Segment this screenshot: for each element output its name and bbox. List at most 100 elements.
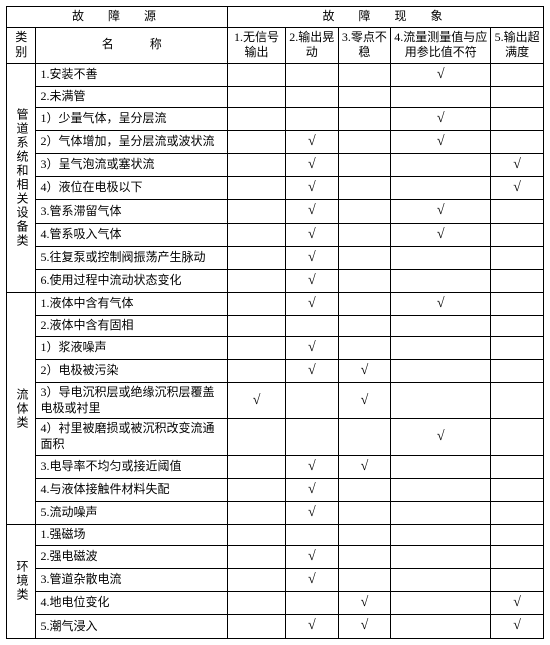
check-cell-4 xyxy=(391,269,491,292)
check-cell-3 xyxy=(338,293,391,316)
check-cell-3 xyxy=(338,316,391,337)
row-name: 2）气体增加，呈分层流或波状流 xyxy=(36,130,228,153)
row-name: 4）液位在电极以下 xyxy=(36,177,228,200)
check-cell-2: √ xyxy=(285,336,338,359)
table-row: 3.电导率不均匀或接近阈值 √√ xyxy=(7,455,544,478)
table-row: 3.管道杂散电流√ xyxy=(7,568,544,591)
check-cell-4: √ xyxy=(391,107,491,130)
check-cell-4 xyxy=(391,153,491,176)
check-cell-2: √ xyxy=(285,501,338,524)
check-cell-1 xyxy=(228,293,286,316)
check-cell-5 xyxy=(491,293,544,316)
check-cell-1 xyxy=(228,107,286,130)
check-cell-3 xyxy=(338,269,391,292)
table-row: 3）呈气泡流或塞状流 √ √ xyxy=(7,153,544,176)
check-cell-5 xyxy=(491,86,544,107)
table-row: 3）导电沉积层或绝缘沉积层覆盖电极或衬里√√ xyxy=(7,383,544,419)
check-cell-4 xyxy=(391,455,491,478)
table-row: 3.管系滞留气体√√ xyxy=(7,200,544,223)
check-cell-1 xyxy=(228,316,286,337)
check-cell-5 xyxy=(491,63,544,86)
check-cell-1 xyxy=(228,130,286,153)
check-cell-1 xyxy=(228,501,286,524)
category-cell: 流体类 xyxy=(7,293,36,525)
check-cell-1 xyxy=(228,246,286,269)
check-cell-3: √ xyxy=(338,615,391,638)
check-cell-5 xyxy=(491,568,544,591)
check-cell-3 xyxy=(338,130,391,153)
check-cell-4 xyxy=(391,501,491,524)
check-cell-5 xyxy=(491,336,544,359)
header-col-5: 5.输出超满度 xyxy=(491,27,544,63)
table-row: 5.流动噪声√ xyxy=(7,501,544,524)
check-cell-4 xyxy=(391,246,491,269)
check-cell-5 xyxy=(491,269,544,292)
row-name: 4.地电位变化 xyxy=(36,592,228,615)
check-cell-1 xyxy=(228,63,286,86)
check-cell-4: √ xyxy=(391,293,491,316)
check-cell-5 xyxy=(491,419,544,455)
row-name: 3.电导率不均匀或接近阈值 xyxy=(36,455,228,478)
check-cell-3 xyxy=(338,200,391,223)
check-cell-1 xyxy=(228,200,286,223)
table-row: 2.强电磁波√ xyxy=(7,545,544,568)
table-row: 2）气体增加，呈分层流或波状流√√ xyxy=(7,130,544,153)
check-cell-3 xyxy=(338,501,391,524)
table-row: 2.液体中含有固相 xyxy=(7,316,544,337)
check-cell-4 xyxy=(391,86,491,107)
check-cell-5: √ xyxy=(491,153,544,176)
check-cell-3 xyxy=(338,223,391,246)
check-cell-4: √ xyxy=(391,200,491,223)
header-col-1: 1.无信号输出 xyxy=(228,27,286,63)
header-fault-phenomena: 故 障 现 象 xyxy=(228,7,544,28)
check-cell-4 xyxy=(391,568,491,591)
row-name: 4.与液体接触件材料失配 xyxy=(36,478,228,501)
check-cell-5 xyxy=(491,525,544,546)
check-cell-1 xyxy=(228,478,286,501)
check-cell-2: √ xyxy=(285,293,338,316)
check-cell-3: √ xyxy=(338,592,391,615)
check-cell-4 xyxy=(391,592,491,615)
check-cell-3: √ xyxy=(338,383,391,419)
check-cell-1 xyxy=(228,223,286,246)
table-row: 1）少量气体，呈分层流√ xyxy=(7,107,544,130)
check-cell-5 xyxy=(491,316,544,337)
fault-table: 故 障 源 故 障 现 象 类别 名 称 1.无信号输出 2.输出晃动 3.零点… xyxy=(6,6,544,639)
check-cell-4 xyxy=(391,177,491,200)
check-cell-1 xyxy=(228,568,286,591)
table-row: 4.与液体接触件材料失配√ xyxy=(7,478,544,501)
check-cell-1 xyxy=(228,419,286,455)
table-row: 6.使用过程中流动状态变化√ xyxy=(7,269,544,292)
check-cell-4 xyxy=(391,383,491,419)
check-cell-3: √ xyxy=(338,455,391,478)
check-cell-3 xyxy=(338,246,391,269)
row-name: 2.未满管 xyxy=(36,86,228,107)
check-cell-1 xyxy=(228,177,286,200)
check-cell-2 xyxy=(285,525,338,546)
check-cell-2: √ xyxy=(285,545,338,568)
check-cell-4 xyxy=(391,336,491,359)
check-cell-2: √ xyxy=(285,455,338,478)
check-cell-2: √ xyxy=(285,153,338,176)
check-cell-4 xyxy=(391,360,491,383)
check-cell-1 xyxy=(228,545,286,568)
check-cell-5 xyxy=(491,223,544,246)
check-cell-5: √ xyxy=(491,615,544,638)
check-cell-1: √ xyxy=(228,383,286,419)
check-cell-2: √ xyxy=(285,177,338,200)
check-cell-4 xyxy=(391,316,491,337)
check-cell-3 xyxy=(338,86,391,107)
check-cell-3 xyxy=(338,153,391,176)
header-col-2: 2.输出晃动 xyxy=(285,27,338,63)
row-name: 3）呈气泡流或塞状流 xyxy=(36,153,228,176)
check-cell-1 xyxy=(228,360,286,383)
row-name: 4）衬里被磨损或被沉积改变流通面积 xyxy=(36,419,228,455)
check-cell-3: √ xyxy=(338,360,391,383)
table-header: 故 障 源 故 障 现 象 类别 名 称 1.无信号输出 2.输出晃动 3.零点… xyxy=(7,7,544,64)
table-row: 4）液位在电极以下√√ xyxy=(7,177,544,200)
row-name: 2）电极被污染 xyxy=(36,360,228,383)
check-cell-1 xyxy=(228,592,286,615)
check-cell-3 xyxy=(338,545,391,568)
check-cell-2 xyxy=(285,107,338,130)
check-cell-3 xyxy=(338,177,391,200)
